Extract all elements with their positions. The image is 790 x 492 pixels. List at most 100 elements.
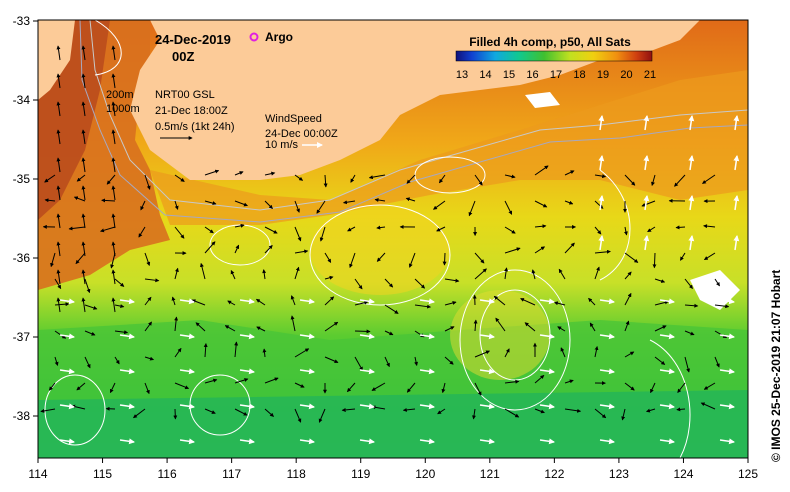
current-arrow (264, 226, 278, 234)
wind-arrow (733, 155, 740, 171)
current-arrow (442, 252, 447, 266)
current-arrow (405, 197, 416, 202)
wind-arrow (239, 438, 255, 445)
current-arrow (144, 356, 155, 361)
current-arrows (40, 45, 730, 423)
current-arrow (56, 73, 61, 89)
current-arrow (675, 225, 686, 230)
current-arrow (50, 252, 56, 268)
credit-text: © IMOS 25-Dec-2019 21:07 Hobart (769, 270, 783, 462)
current-arrow (621, 408, 626, 421)
current-arrow (594, 174, 607, 179)
wind-arrow (659, 298, 675, 305)
y-tick-label: -34 (13, 93, 31, 107)
current-arrow (534, 165, 549, 176)
current-arrow (56, 45, 61, 61)
current-arrow (493, 295, 506, 306)
current-arrow (594, 408, 607, 419)
current-arrow (624, 351, 635, 358)
wind-arrow (733, 115, 740, 131)
current-arrow (234, 408, 248, 416)
wind-arrow (598, 155, 605, 171)
current-arrow (676, 407, 686, 412)
x-tick-label: 114 (28, 467, 47, 481)
gsl-date: 21-Dec 18:00Z (155, 105, 228, 117)
current-arrow (195, 322, 206, 332)
current-arrow (654, 300, 669, 306)
current-arrow (294, 226, 302, 242)
current-arrow (623, 226, 628, 236)
x-tick-label: 117 (222, 467, 241, 481)
plot-frame (37, 19, 749, 459)
current-arrow (384, 278, 394, 288)
wind-arrow (359, 333, 375, 340)
current-arrow (714, 356, 720, 368)
current-arrow (204, 378, 218, 384)
current-arrow (684, 356, 691, 373)
current-arrow (558, 268, 566, 280)
current-arrow (81, 213, 86, 229)
current-arrow (316, 200, 326, 214)
current-arrow (594, 249, 611, 254)
current-arrow (444, 326, 455, 332)
current-arrow (594, 345, 599, 358)
current-arrow (290, 295, 296, 306)
current-arrow (224, 325, 236, 332)
current-arrow (677, 382, 686, 394)
current-arrow (174, 267, 179, 280)
current-arrow (144, 278, 160, 283)
current-arrow (140, 200, 146, 211)
current-arrow (100, 226, 116, 233)
current-arrow (84, 304, 98, 310)
wind-arrow (179, 298, 195, 305)
gsl-title: NRT00 GSL (155, 89, 215, 101)
wind-date: 24-Dec 00:00Z (265, 128, 338, 140)
land-west (38, 20, 75, 100)
current-arrow (406, 382, 416, 393)
current-arrow (114, 278, 125, 287)
wind-arrow (299, 403, 315, 410)
current-arrow (594, 200, 604, 209)
current-arrow (56, 269, 61, 285)
current-arrow (40, 408, 56, 413)
wind-arrow (598, 235, 605, 251)
current-arrow (144, 382, 150, 395)
wind-arrow (719, 438, 735, 445)
current-arrow (227, 300, 236, 306)
current-arrow (700, 402, 716, 410)
wind-arrow (643, 155, 650, 171)
wind-arrow (599, 333, 615, 340)
x-tick-label: 121 (480, 467, 500, 481)
current-arrow (234, 200, 248, 207)
wind-arrow (733, 235, 740, 251)
current-arrow (354, 356, 363, 371)
current-arrow (54, 356, 59, 366)
current-arrow (101, 198, 116, 203)
current-arrow (468, 200, 476, 217)
wind-arrow (599, 368, 615, 375)
warm-shelf-water (150, 70, 748, 225)
current-arrow (341, 407, 356, 412)
current-arrow (654, 325, 667, 332)
current-arrow (264, 171, 276, 176)
current-arrow (553, 301, 566, 306)
wind-arrow (719, 333, 735, 340)
argo-label: Argo (265, 30, 293, 44)
current-arrow (84, 330, 96, 336)
wind-arrow (479, 438, 495, 445)
current-arrow (504, 267, 509, 280)
wind-arrow (539, 368, 555, 375)
current-arrow (294, 249, 309, 254)
wind-arrow (659, 333, 675, 340)
wind-arrow (299, 438, 315, 445)
current-arrow (204, 169, 220, 176)
current-arrow (684, 303, 699, 308)
current-arrow (504, 174, 516, 179)
current-arrow (402, 407, 416, 412)
current-arrow (414, 356, 419, 366)
current-arrow (703, 224, 716, 229)
x-tick-label: 125 (738, 467, 758, 481)
current-arrow (652, 252, 657, 269)
current-arrow (234, 244, 240, 254)
